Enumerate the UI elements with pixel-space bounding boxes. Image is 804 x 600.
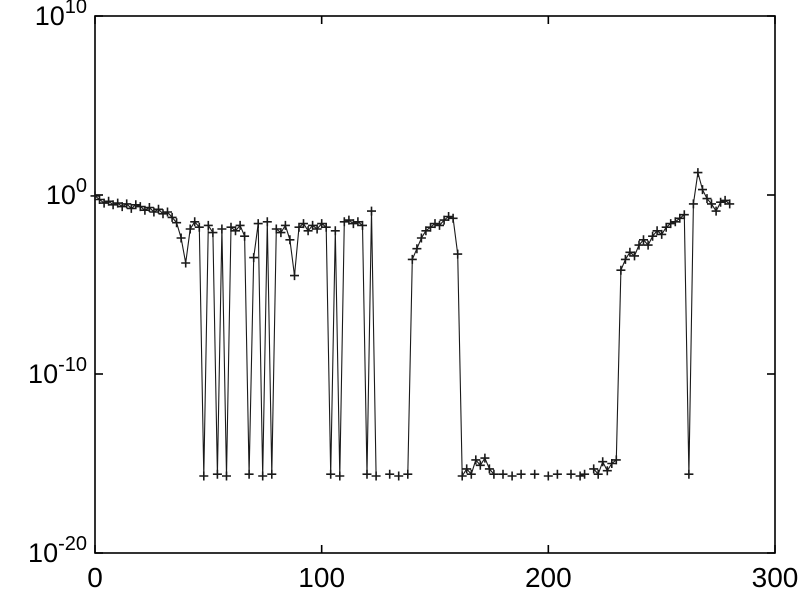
x-tick-label: 0 (87, 562, 103, 593)
data-line (94, 172, 731, 478)
x-tick-label: 200 (525, 562, 572, 593)
x-tick-label: 100 (298, 562, 345, 593)
y-tick-label: 10-20 (28, 533, 87, 568)
data-markers (90, 168, 735, 481)
x-tick-label: 300 (752, 562, 799, 593)
axes-box (94, 15, 776, 554)
y-tick-label: 100 (46, 175, 87, 210)
y-tick-label: 1010 (35, 0, 87, 31)
y-tick-label: 10-10 (28, 354, 87, 389)
